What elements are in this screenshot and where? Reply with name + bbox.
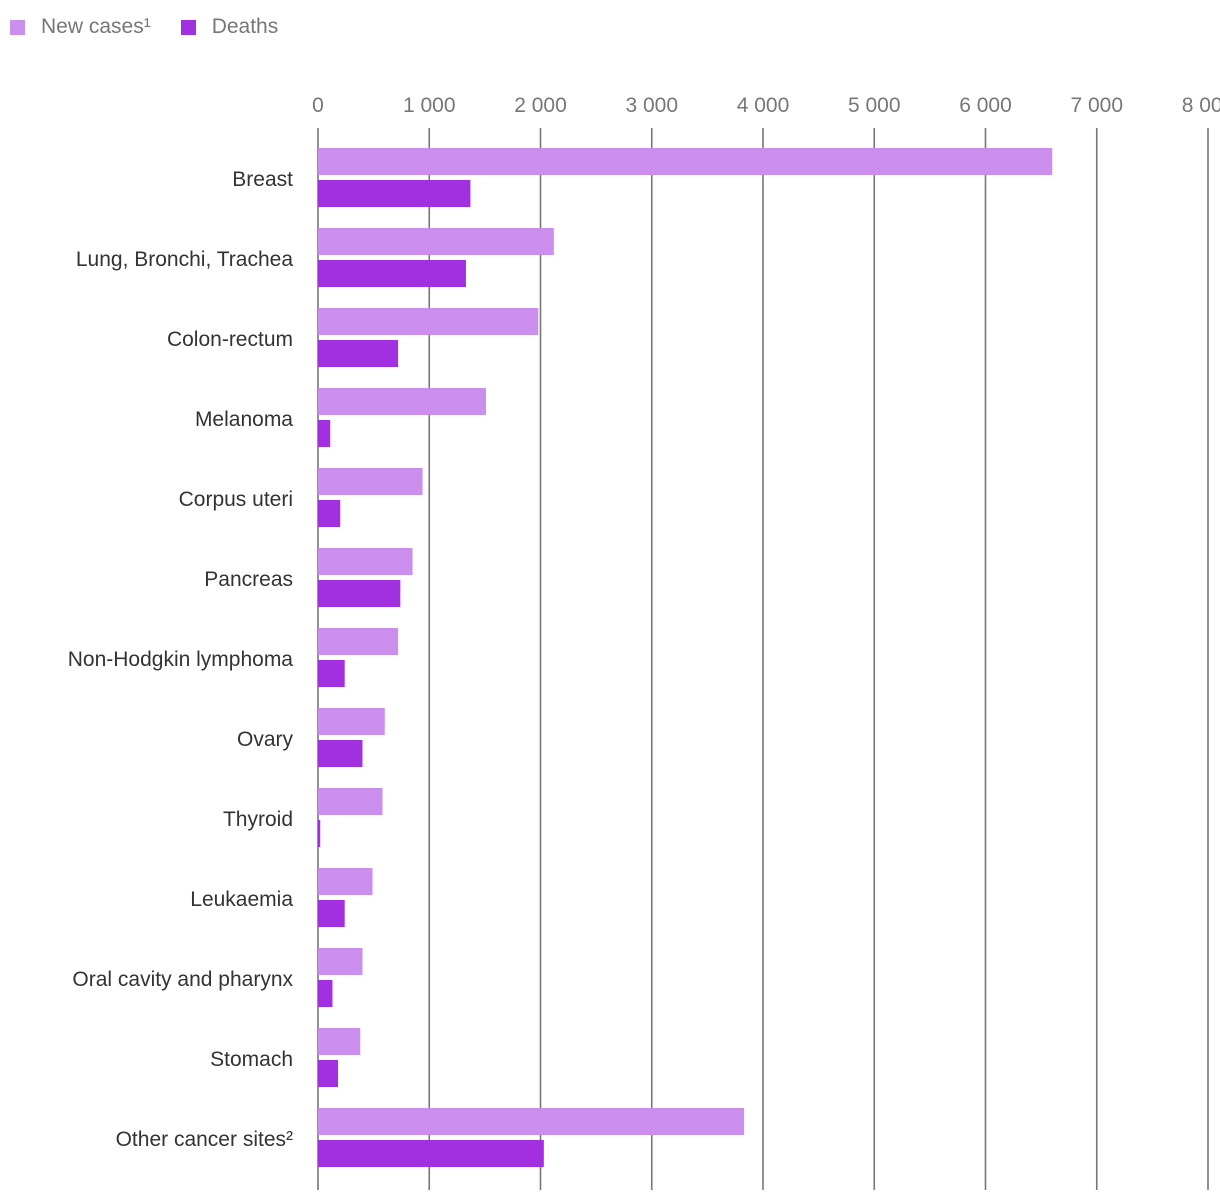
bar-deaths-melanoma[interactable]	[318, 420, 331, 447]
x-tick-label-8000: 8 000	[1182, 94, 1220, 117]
legend-swatch-new-cases	[10, 19, 25, 35]
bar-new-cases-thyroid[interactable]	[318, 788, 383, 815]
category-labels: Breast Lung, Bronchi, Trachea Colon-rectum…	[68, 168, 294, 1151]
x-tick-label-0: 0	[312, 94, 324, 117]
x-tick-label-7000: 7 000	[1070, 94, 1123, 117]
category-label-colon-rectum: Colon-rectum	[167, 328, 293, 351]
bar-new-cases-leukaemia[interactable]	[318, 868, 373, 895]
legend-item-new-cases[interactable]: New cases¹	[10, 15, 151, 39]
bar-deaths-oral-cavity-and-pharynx[interactable]	[318, 980, 333, 1007]
x-tick-label-4000: 4 000	[737, 94, 790, 117]
category-label-ovary: Ovary	[237, 728, 294, 751]
legend: New cases¹ Deaths	[10, 14, 308, 40]
bar-deaths-pancreas[interactable]	[318, 580, 401, 607]
bar-deaths-colon-rectum[interactable]	[318, 340, 399, 367]
bar-new-cases-corpus-uteri[interactable]	[318, 468, 423, 495]
bar-new-cases-other-cancer-sites[interactable]	[318, 1108, 745, 1135]
bar-new-cases-stomach[interactable]	[318, 1028, 361, 1055]
category-label-breast: Breast	[232, 168, 293, 191]
legend-label-new-cases: New cases¹	[41, 15, 151, 38]
category-label-other-cancer-sites: Other cancer sites²	[116, 1128, 293, 1151]
x-tick-label-6000: 6 000	[959, 94, 1012, 117]
bar-deaths-lung-bronchi-trachea[interactable]	[318, 260, 466, 287]
bar-new-cases-ovary[interactable]	[318, 708, 385, 735]
category-label-corpus-uteri: Corpus uteri	[179, 488, 293, 511]
x-tick-label-1000: 1 000	[403, 94, 456, 117]
x-tick-label-5000: 5 000	[848, 94, 901, 117]
category-label-leukaemia: Leukaemia	[190, 888, 293, 911]
category-label-oral-cavity-and-pharynx: Oral cavity and pharynx	[72, 968, 293, 991]
bar-deaths-non-hodgkin-lymphoma[interactable]	[318, 660, 345, 687]
x-tick-label-3000: 3 000	[625, 94, 678, 117]
bar-deaths-stomach[interactable]	[318, 1060, 339, 1087]
bars	[318, 148, 1053, 1167]
category-label-lung-bronchi-trachea: Lung, Bronchi, Trachea	[76, 248, 293, 271]
category-label-stomach: Stomach	[210, 1048, 293, 1071]
bar-deaths-other-cancer-sites[interactable]	[318, 1140, 544, 1167]
bar-new-cases-lung-bronchi-trachea[interactable]	[318, 228, 554, 255]
legend-label-deaths: Deaths	[211, 15, 279, 38]
category-label-melanoma: Melanoma	[195, 408, 293, 431]
legend-item-deaths[interactable]: Deaths	[180, 15, 279, 39]
category-label-non-hodgkin-lymphoma: Non-Hodgkin lymphoma	[68, 648, 294, 671]
bar-new-cases-non-hodgkin-lymphoma[interactable]	[318, 628, 399, 655]
bar-deaths-ovary[interactable]	[318, 740, 363, 767]
gridlines	[317, 128, 1209, 1190]
bar-new-cases-breast[interactable]	[318, 148, 1053, 175]
category-label-pancreas: Pancreas	[204, 568, 293, 591]
x-axis-ticks: 0 1 000 2 000 3 000 4 000 5 000 6 000 7 000 8 00…	[312, 94, 1220, 117]
bar-new-cases-pancreas[interactable]	[318, 548, 413, 575]
legend-swatch-deaths	[180, 19, 196, 35]
bar-new-cases-colon-rectum[interactable]	[318, 308, 539, 335]
bar-new-cases-oral-cavity-and-pharynx[interactable]	[318, 948, 363, 975]
bar-deaths-leukaemia[interactable]	[318, 900, 345, 927]
category-label-thyroid: Thyroid	[223, 808, 293, 831]
bar-deaths-corpus-uteri[interactable]	[318, 500, 341, 527]
bar-new-cases-melanoma[interactable]	[318, 388, 486, 415]
x-tick-label-2000: 2 000	[514, 94, 567, 117]
bar-deaths-breast[interactable]	[318, 180, 471, 207]
bar-deaths-thyroid[interactable]	[318, 820, 321, 847]
